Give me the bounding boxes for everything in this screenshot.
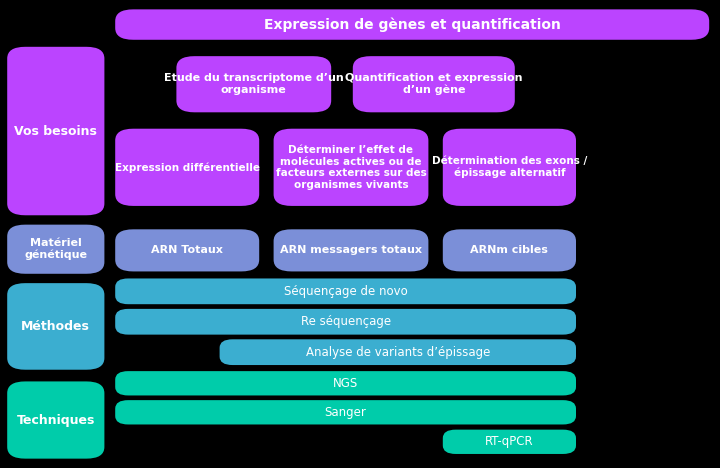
FancyBboxPatch shape: [115, 129, 259, 206]
Text: ARN messagers totaux: ARN messagers totaux: [280, 245, 422, 256]
Text: Sanger: Sanger: [325, 406, 366, 419]
FancyBboxPatch shape: [443, 430, 576, 454]
Text: Techniques: Techniques: [17, 414, 95, 426]
Text: ARNm cibles: ARNm cibles: [470, 245, 549, 256]
Text: Déterminer l’effet de
molécules actives ou de
facteurs externes sur des
organism: Déterminer l’effet de molécules actives …: [276, 145, 426, 190]
FancyBboxPatch shape: [7, 283, 104, 370]
Text: Méthodes: Méthodes: [22, 320, 90, 333]
Text: Etude du transcriptome d’un
organisme: Etude du transcriptome d’un organisme: [164, 73, 343, 95]
Text: NGS: NGS: [333, 377, 359, 390]
FancyBboxPatch shape: [7, 381, 104, 459]
Text: Séquençage de novo: Séquençage de novo: [284, 285, 408, 298]
Text: Re séquençage: Re séquençage: [300, 315, 391, 328]
FancyBboxPatch shape: [115, 371, 576, 395]
Text: Analyse de variants d’épissage: Analyse de variants d’épissage: [305, 346, 490, 358]
FancyBboxPatch shape: [115, 309, 576, 335]
Text: Expression de gènes et quantification: Expression de gènes et quantification: [264, 17, 561, 32]
Text: Expression différentielle: Expression différentielle: [114, 162, 260, 173]
FancyBboxPatch shape: [443, 129, 576, 206]
FancyBboxPatch shape: [176, 56, 331, 112]
Text: Quantification et expression
d’un gène: Quantification et expression d’un gène: [345, 73, 523, 95]
FancyBboxPatch shape: [115, 229, 259, 271]
Text: ARN Totaux: ARN Totaux: [151, 245, 223, 256]
FancyBboxPatch shape: [274, 229, 428, 271]
FancyBboxPatch shape: [220, 339, 576, 365]
Text: Matériel
génétique: Matériel génétique: [24, 238, 87, 260]
FancyBboxPatch shape: [7, 225, 104, 274]
FancyBboxPatch shape: [115, 9, 709, 40]
Text: Détermination des exons /
épissage alternatif: Détermination des exons / épissage alter…: [432, 156, 587, 178]
Text: Vos besoins: Vos besoins: [14, 124, 97, 138]
FancyBboxPatch shape: [115, 278, 576, 304]
FancyBboxPatch shape: [274, 129, 428, 206]
FancyBboxPatch shape: [7, 47, 104, 215]
Text: RT-qPCR: RT-qPCR: [485, 435, 534, 448]
FancyBboxPatch shape: [115, 400, 576, 424]
FancyBboxPatch shape: [443, 229, 576, 271]
FancyBboxPatch shape: [353, 56, 515, 112]
